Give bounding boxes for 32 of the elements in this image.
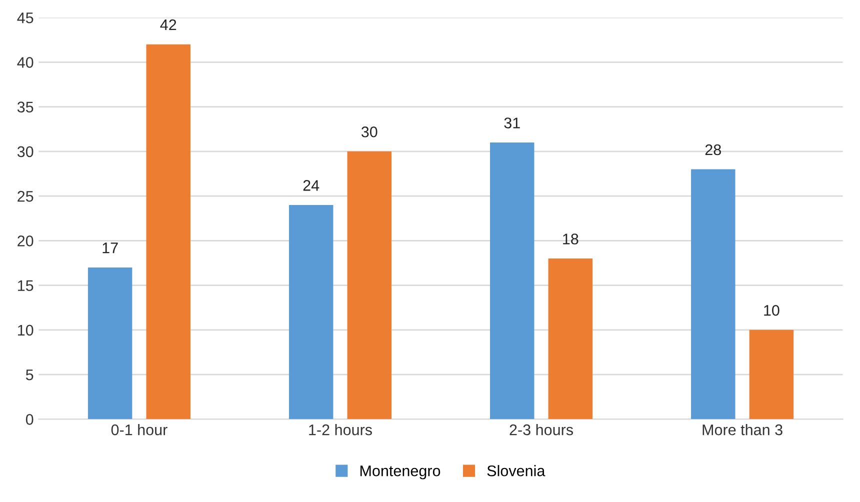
y-tick-label: 20 <box>18 236 34 246</box>
data-label: 24 <box>303 180 320 191</box>
x-tick-label: 1-2 hours <box>309 424 372 436</box>
bar <box>88 267 132 420</box>
data-label: 31 <box>504 118 520 128</box>
data-label: 30 <box>361 126 378 138</box>
data-label: 17 <box>102 242 118 254</box>
data-label: 18 <box>563 234 578 244</box>
y-tick-label: 40 <box>17 57 34 68</box>
y-tick-label: 15 <box>18 280 34 291</box>
bar <box>490 142 534 420</box>
x-tick-label: 0-1 hour <box>111 424 168 436</box>
y-tick-label: 5 <box>26 370 34 380</box>
x-tick-label: 2-3 hours <box>510 424 573 436</box>
bar <box>146 44 190 420</box>
data-label: 42 <box>160 19 176 30</box>
y-tick-label: 25 <box>18 190 34 202</box>
data-label: 10 <box>764 304 780 316</box>
legend-label: Slovenia <box>487 465 546 476</box>
bar <box>548 258 593 420</box>
data-label: 28 <box>705 144 721 156</box>
y-tick-label: 0 <box>26 414 34 425</box>
x-tick-label: More than 3 <box>702 424 782 436</box>
bar <box>749 330 794 420</box>
y-tick-label: 10 <box>18 324 34 336</box>
bar <box>288 204 334 420</box>
y-tick-label: 45 <box>17 12 34 24</box>
bar <box>347 151 392 420</box>
y-tick-label: 35 <box>17 102 34 112</box>
y-tick-label: 30 <box>17 146 34 158</box>
bar <box>691 169 736 420</box>
legend-label: Montenegro <box>360 466 440 480</box>
